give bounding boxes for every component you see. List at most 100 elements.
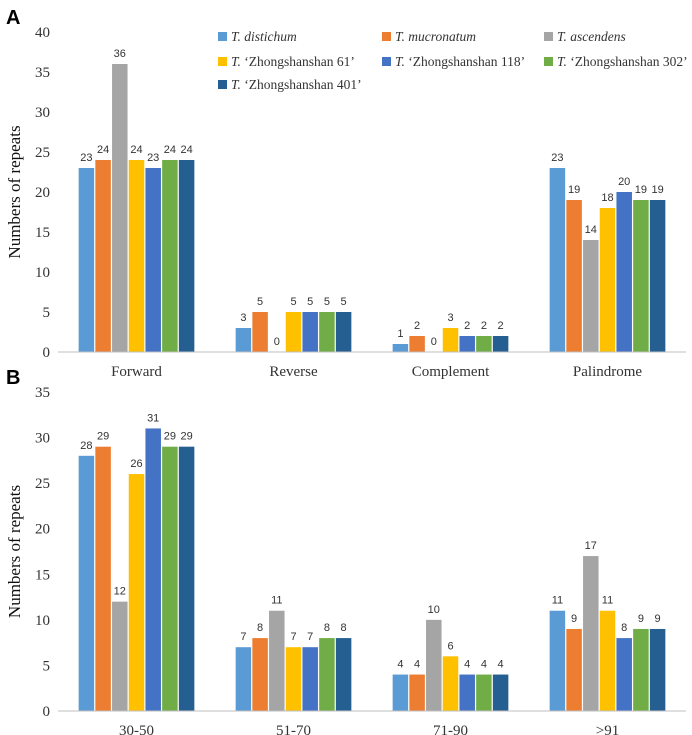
data-label: 14 — [585, 224, 597, 236]
data-label: 28 — [80, 440, 92, 452]
bar — [78, 168, 95, 352]
data-label: 0 — [274, 336, 280, 348]
y-tick-label: 15 — [35, 225, 50, 241]
bar — [426, 619, 442, 711]
data-label: 3 — [447, 312, 453, 324]
panel-letter-b: B — [6, 367, 20, 389]
y-tick-label: 15 — [35, 567, 50, 583]
x-category-label: Complement — [412, 364, 490, 380]
x-category-label: Forward — [111, 364, 162, 380]
data-label: 31 — [147, 412, 159, 424]
bar — [112, 601, 128, 711]
data-label: 20 — [618, 176, 630, 188]
y-axis-label: Numbers of repeats — [5, 125, 24, 258]
legend-label: T. ascendens — [557, 29, 626, 44]
bar — [409, 336, 425, 352]
y-tick-label: 5 — [43, 658, 51, 674]
data-label: 2 — [481, 320, 487, 332]
x-category-label: 71-90 — [433, 723, 468, 735]
data-label: 19 — [651, 184, 663, 196]
x-category-label: Palindrome — [573, 364, 642, 380]
data-label: 8 — [324, 622, 330, 634]
y-tick-label: 30 — [35, 105, 50, 121]
data-label: 10 — [428, 604, 440, 616]
bar — [78, 455, 95, 711]
y-tick-label: 25 — [35, 476, 50, 492]
y-tick-label: 10 — [35, 265, 50, 281]
bar — [549, 168, 566, 352]
data-label: 23 — [147, 152, 159, 164]
data-label: 8 — [621, 622, 627, 634]
y-tick-label: 35 — [35, 385, 50, 401]
data-label: 23 — [551, 152, 563, 164]
bar — [302, 647, 318, 711]
y-tick-label: 10 — [35, 613, 50, 629]
data-label: 29 — [97, 431, 109, 443]
bar — [235, 647, 252, 711]
bar — [252, 312, 268, 352]
legend-swatch — [382, 57, 391, 66]
bar — [178, 160, 195, 352]
data-label: 24 — [130, 144, 142, 156]
legend-label: T. ‘Zhongshanshan 61’ — [231, 54, 355, 69]
bar — [583, 240, 599, 352]
bar — [112, 64, 128, 352]
legend-swatch — [218, 32, 227, 41]
data-label: 18 — [601, 192, 613, 204]
bar — [319, 312, 335, 352]
bar — [285, 647, 302, 711]
bar — [128, 474, 145, 711]
data-label: 36 — [114, 48, 126, 60]
legend-label: T. ‘Zhongshanshan 302’ — [557, 54, 688, 69]
data-label: 12 — [114, 586, 126, 598]
data-label: 29 — [164, 431, 176, 443]
bar — [392, 344, 409, 352]
bar — [459, 674, 475, 711]
data-label: 5 — [257, 296, 263, 308]
data-label: 5 — [324, 296, 330, 308]
legend-swatch — [218, 57, 227, 66]
data-label: 7 — [240, 631, 246, 643]
legend-swatch — [218, 80, 227, 89]
data-label: 2 — [464, 320, 470, 332]
bar — [335, 638, 352, 711]
bar — [95, 446, 111, 711]
bar — [335, 312, 352, 352]
x-category-label: >91 — [596, 723, 619, 735]
bar — [128, 160, 145, 352]
y-tick-label: 20 — [35, 522, 50, 538]
y-axis-label: Numbers of repeats — [5, 485, 24, 618]
y-tick-label: 0 — [43, 345, 51, 361]
data-label: 24 — [180, 144, 192, 156]
data-label: 9 — [571, 613, 577, 625]
data-label: 4 — [397, 659, 403, 671]
bar — [459, 336, 475, 352]
data-label: 17 — [585, 540, 597, 552]
bar — [162, 446, 178, 711]
data-label: 9 — [655, 613, 661, 625]
bar — [178, 446, 195, 711]
data-label: 26 — [130, 458, 142, 470]
legend-swatch — [544, 32, 553, 41]
data-label: 4 — [464, 659, 470, 671]
data-label: 5 — [290, 296, 296, 308]
bar — [616, 192, 632, 352]
y-tick-label: 30 — [35, 431, 50, 447]
legend-label: T. mucronatum — [395, 29, 476, 44]
data-label: 24 — [97, 144, 109, 156]
bar — [162, 160, 178, 352]
data-label: 8 — [257, 622, 263, 634]
panel-b: B 0 5 10 15 20 25 30 35 Numbers of repeats 28 29 12 2… — [5, 367, 686, 735]
bar — [599, 610, 616, 711]
legend-label: T. ‘Zhongshanshan 401’ — [231, 77, 362, 92]
bar — [319, 638, 335, 711]
bar — [566, 628, 582, 711]
data-label: 0 — [431, 336, 437, 348]
bar — [476, 336, 492, 352]
bar — [145, 168, 161, 352]
x-category-label: 30-50 — [119, 723, 154, 735]
bar — [302, 312, 318, 352]
bar — [409, 674, 425, 711]
panel-letter-a: A — [6, 7, 20, 29]
